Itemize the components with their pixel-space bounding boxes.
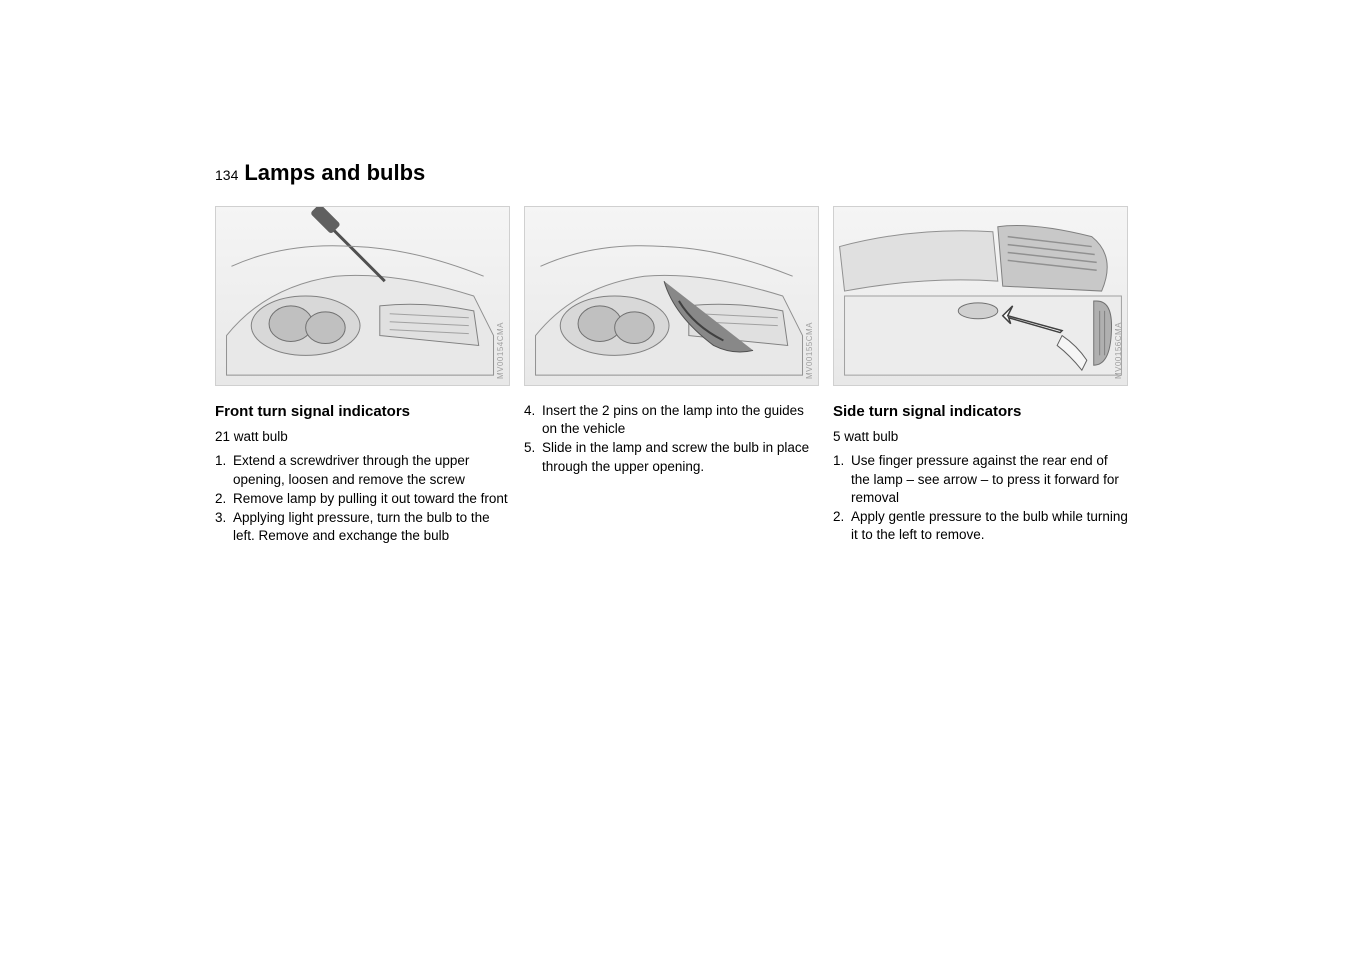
heading-front-indicators: Front turn signal indicators — [215, 402, 510, 422]
car-headlight-screwdriver-illustration — [216, 207, 509, 385]
car-headlight-lamp-removal-illustration — [525, 207, 818, 385]
image-caption-3: MV00156CMA — [1114, 322, 1123, 379]
text-columns: Front turn signal indicators 21 watt bul… — [215, 402, 1136, 547]
list-item: Applying light pressure, turn the bulb t… — [215, 509, 510, 545]
figure-front-indicator-screw: MV00154CMA — [215, 206, 510, 386]
list-item: Use finger pressure against the rear end… — [833, 452, 1128, 507]
page-header: 134 Lamps and bulbs — [215, 160, 1136, 186]
car-side-indicator-illustration — [834, 207, 1127, 385]
images-row: MV00154CMA MV00155CMA — [215, 206, 1136, 386]
list-item: Remove lamp by pulling it out toward the… — [215, 490, 510, 508]
image-caption-1: MV00154CMA — [496, 322, 505, 379]
bulb-spec-front: 21 watt bulb — [215, 428, 510, 446]
side-indicator-steps: Use finger pressure against the rear end… — [833, 452, 1128, 544]
list-item: Extend a screwdriver through the upper o… — [215, 452, 510, 488]
column-2: Insert the 2 pins on the lamp into the g… — [524, 402, 819, 547]
front-indicator-steps-4-5: Insert the 2 pins on the lamp into the g… — [524, 402, 819, 476]
list-item: Slide in the lamp and screw the bulb in … — [524, 439, 819, 475]
image-caption-2: MV00155CMA — [805, 322, 814, 379]
figure-front-indicator-removal: MV00155CMA — [524, 206, 819, 386]
front-indicator-steps-1-3: Extend a screwdriver through the upper o… — [215, 452, 510, 545]
list-item: Insert the 2 pins on the lamp into the g… — [524, 402, 819, 438]
bulb-spec-side: 5 watt bulb — [833, 428, 1128, 446]
column-3: Side turn signal indicators 5 watt bulb … — [833, 402, 1128, 547]
heading-side-indicators: Side turn signal indicators — [833, 402, 1128, 422]
page-number: 134 — [215, 167, 238, 183]
figure-side-indicator: MV00156CMA — [833, 206, 1128, 386]
page-title: Lamps and bulbs — [244, 160, 425, 186]
column-1: Front turn signal indicators 21 watt bul… — [215, 402, 510, 547]
list-item: Apply gentle pressure to the bulb while … — [833, 508, 1128, 544]
